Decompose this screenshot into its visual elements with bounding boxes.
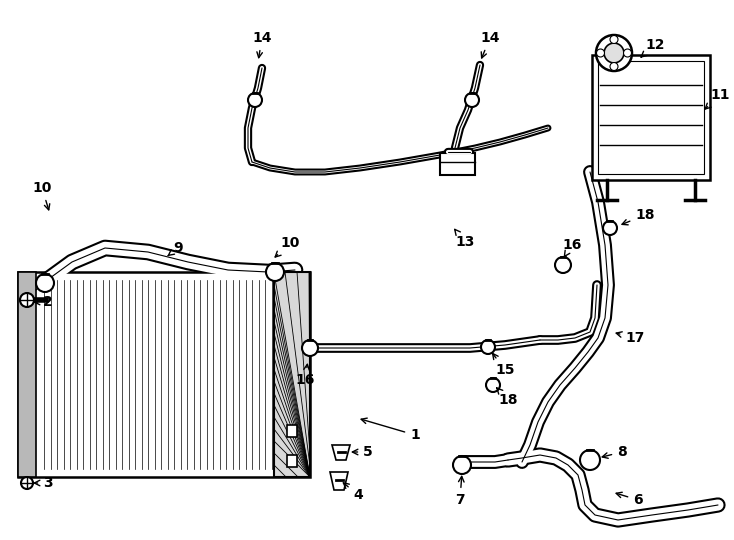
Circle shape (266, 263, 284, 281)
Bar (440, 153, 475, 175)
Text: 15: 15 (493, 354, 515, 377)
Text: 14: 14 (480, 31, 500, 58)
Circle shape (453, 456, 471, 474)
Text: 1: 1 (361, 418, 420, 442)
Text: 7: 7 (455, 476, 465, 507)
Circle shape (20, 293, 34, 307)
Text: 18: 18 (622, 208, 655, 225)
Text: 10: 10 (275, 236, 299, 257)
Circle shape (623, 49, 631, 57)
Bar (274, 272, 310, 477)
Text: 4: 4 (344, 483, 363, 502)
Text: 9: 9 (168, 241, 183, 255)
Text: 12: 12 (641, 38, 665, 57)
Circle shape (597, 49, 605, 57)
Bar (598, 61, 704, 174)
Circle shape (302, 340, 318, 356)
Circle shape (596, 35, 632, 71)
Circle shape (36, 274, 54, 292)
Text: 16: 16 (295, 364, 315, 387)
Circle shape (610, 63, 618, 71)
Circle shape (465, 93, 479, 107)
Text: 11: 11 (705, 88, 730, 109)
Text: 14: 14 (252, 31, 272, 58)
Text: 8: 8 (602, 445, 627, 459)
Polygon shape (330, 472, 348, 490)
Text: 6: 6 (616, 492, 643, 507)
Bar (287, 455, 297, 467)
Circle shape (555, 257, 571, 273)
Text: 16: 16 (562, 238, 581, 257)
Bar (18, 272, 36, 477)
Text: 10: 10 (32, 181, 51, 210)
Circle shape (603, 221, 617, 235)
Text: 5: 5 (352, 445, 373, 459)
Polygon shape (332, 445, 350, 460)
Circle shape (248, 93, 262, 107)
Text: 2: 2 (34, 295, 53, 309)
Circle shape (486, 378, 500, 392)
Text: 3: 3 (34, 476, 53, 490)
Circle shape (580, 450, 600, 470)
Circle shape (21, 477, 33, 489)
Circle shape (610, 36, 618, 44)
Circle shape (481, 340, 495, 354)
Bar (18, 272, 310, 477)
Text: 18: 18 (497, 388, 517, 407)
Bar (287, 425, 297, 437)
Bar (592, 55, 710, 180)
Text: 17: 17 (616, 331, 644, 345)
Circle shape (604, 43, 624, 63)
Text: 13: 13 (454, 230, 475, 249)
